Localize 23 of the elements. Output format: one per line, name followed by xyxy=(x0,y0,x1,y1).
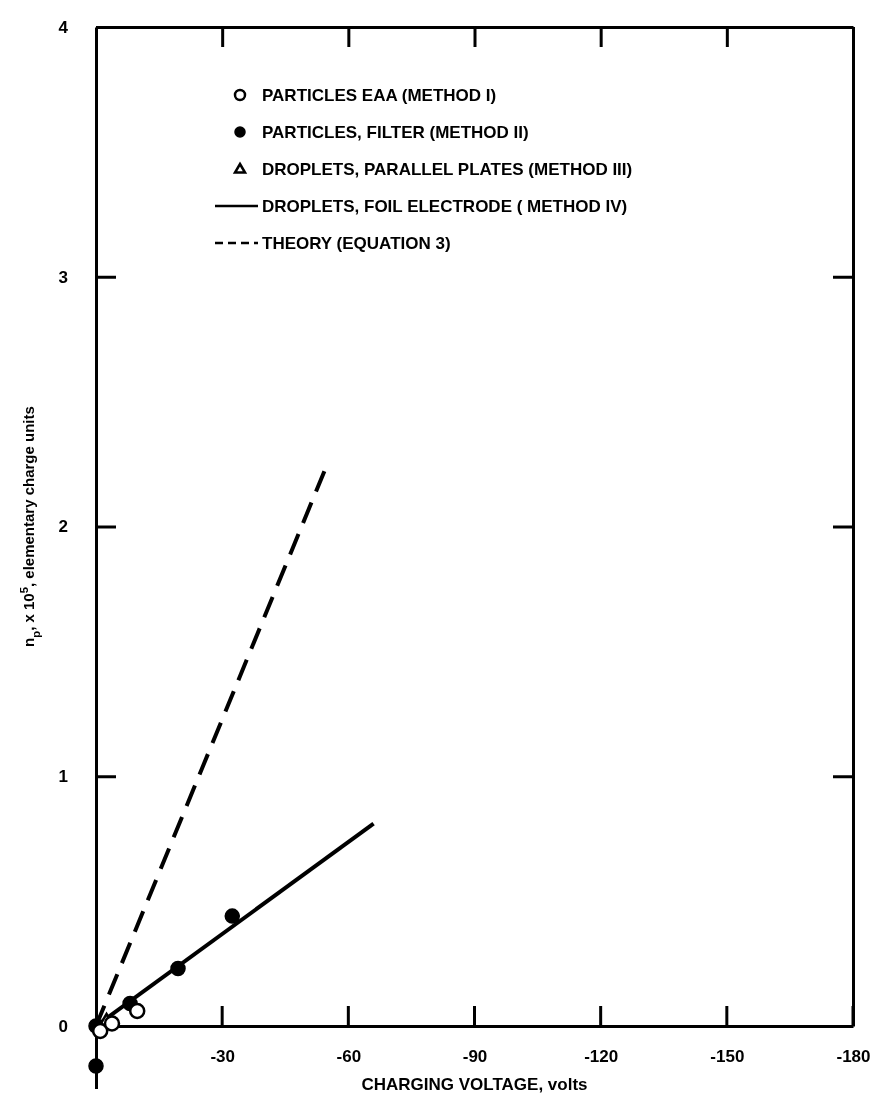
point xyxy=(88,1058,104,1074)
point xyxy=(91,1022,109,1040)
x-tick-label: -180 xyxy=(836,1047,871,1067)
x-axis-title: CHARGING VOLTAGE, volts xyxy=(361,1075,588,1094)
point xyxy=(224,908,241,924)
point xyxy=(128,1002,146,1020)
y-tick-label: 1 xyxy=(58,767,68,787)
x-tick-label: -120 xyxy=(584,1047,619,1067)
x-tick-label: -30 xyxy=(210,1047,235,1067)
legend-label: PARTICLES EAA (METHOD I) xyxy=(262,86,497,105)
y-tick-label: 0 xyxy=(58,1016,68,1036)
legend-label: DROPLETS, PARALLEL PLATES (METHOD III) xyxy=(262,160,633,179)
x-tick-label: -60 xyxy=(336,1047,362,1067)
point xyxy=(170,960,186,977)
y-tick-label: 3 xyxy=(58,267,68,287)
legend-label: DROPLETS, FOIL ELECTRODE ( METHOD IV) xyxy=(262,197,628,216)
legend-label: PARTICLES, FILTER (METHOD II) xyxy=(262,123,529,142)
y-tick-label: 4 xyxy=(58,17,69,37)
x-tick-label: -90 xyxy=(462,1047,488,1067)
x-tick-label: -150 xyxy=(710,1047,745,1067)
legend-label: THEORY (EQUATION 3) xyxy=(262,234,451,253)
point xyxy=(103,1015,121,1032)
y-tick-label: 2 xyxy=(58,517,68,537)
